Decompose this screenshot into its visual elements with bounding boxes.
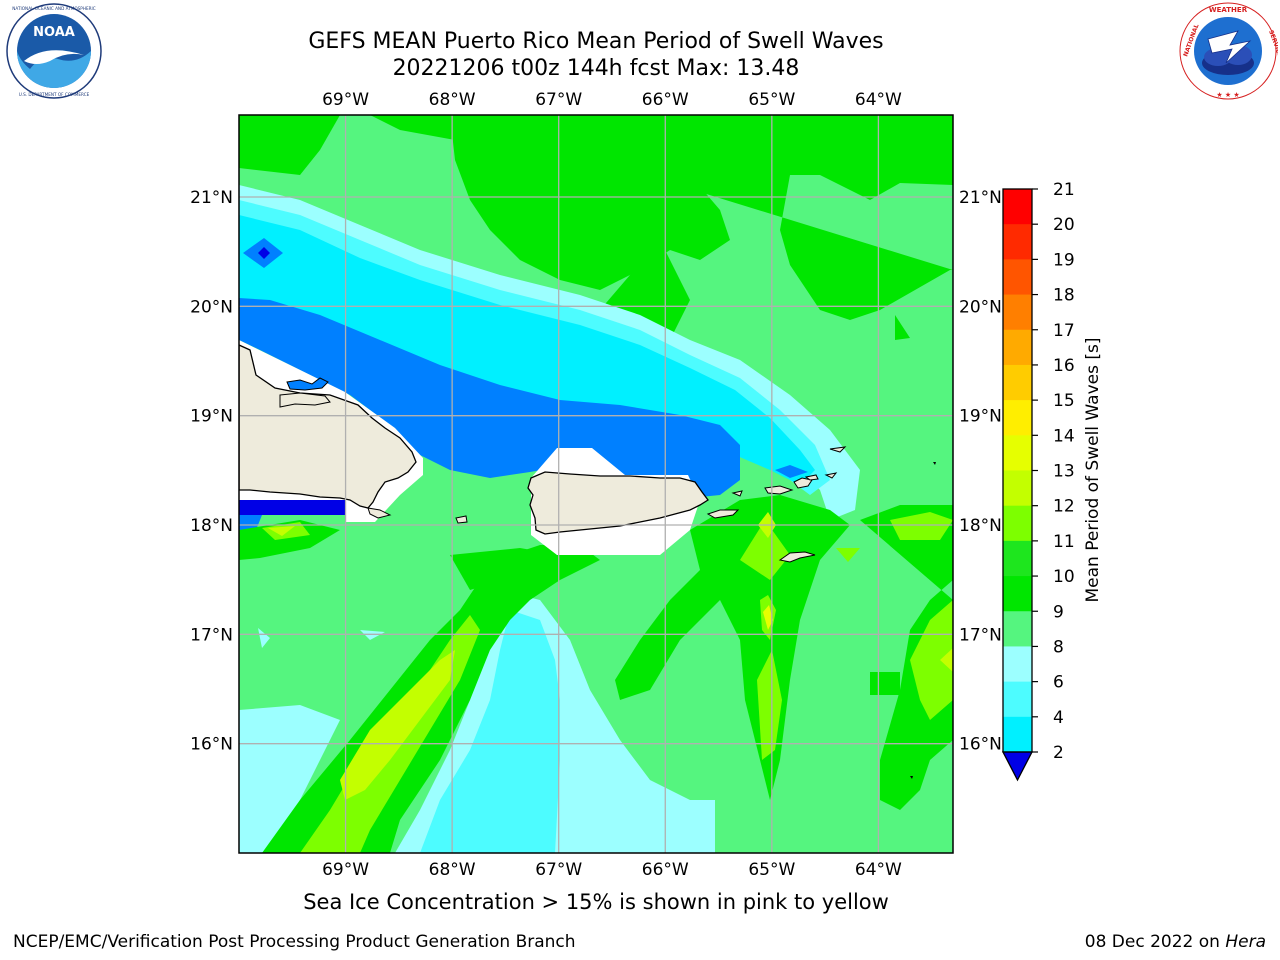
- svg-text:WEATHER: WEATHER: [1209, 6, 1248, 14]
- lat-tick-label-right: 18°N: [959, 516, 1002, 536]
- colorbar-tick-label: 18: [1053, 286, 1075, 306]
- colorbar-segment: [1003, 505, 1032, 542]
- colorbar-tick-label: 12: [1053, 497, 1075, 517]
- lat-labels-left: 21°N 20°N 19°N 18°N 17°N 16°N: [190, 188, 233, 755]
- map-gridlines: [239, 115, 953, 853]
- colorbar-segment: [1003, 294, 1032, 331]
- lat-labels-right: 21°N 20°N 19°N 18°N 17°N 16°N: [959, 188, 1002, 755]
- colorbar-segment: [1003, 259, 1032, 296]
- lon-tick-label-bottom: 64°W: [855, 860, 902, 880]
- lat-tick-label-left: 17°N: [190, 625, 233, 645]
- svg-text:NOAA: NOAA: [33, 25, 75, 40]
- colorbar-tick-label: 6: [1053, 673, 1064, 693]
- lat-tick-label-right: 20°N: [959, 297, 1002, 317]
- lon-tick-label-top: 64°W: [855, 90, 902, 110]
- colorbar-tick-label: 21: [1053, 180, 1075, 200]
- svg-text:★ ★ ★: ★ ★ ★: [1216, 91, 1239, 99]
- chart-subtitle: 20221206 t00z 144h fcst Max: 13.48: [392, 56, 800, 81]
- credit-date: 08 Dec 2022 on Hera: [1085, 932, 1266, 952]
- colorbar-tick-label: 15: [1053, 391, 1075, 411]
- lon-tick-label-bottom: 66°W: [642, 860, 689, 880]
- swell-period-field: [239, 115, 953, 853]
- lat-tick-label-left: 18°N: [190, 516, 233, 536]
- colorbar-segment: [1003, 611, 1032, 647]
- lon-tick-label-bottom: 65°W: [748, 860, 795, 880]
- colorbar: 21 20 19 18 17 16 15 14 13 12 11 10 9 8 6 4 2: [1001, 180, 1075, 782]
- colorbar-segment: [1003, 364, 1032, 401]
- lon-tick-label-bottom: 67°W: [535, 860, 582, 880]
- svg-text:NATIONAL OCEANIC AND ATMOSPHER: NATIONAL OCEANIC AND ATMOSPHERIC: [12, 6, 95, 11]
- colorbar-tick-label: 11: [1053, 532, 1075, 552]
- colorbar-tick-label: 13: [1053, 462, 1075, 482]
- lon-tick-label-top: 66°W: [642, 90, 689, 110]
- credit-host: Hera: [1225, 932, 1266, 952]
- colorbar-segment: [1003, 716, 1032, 753]
- colorbar-tick-label: 10: [1053, 567, 1075, 587]
- lat-tick-label-left: 19°N: [190, 407, 233, 427]
- colorbar-segment: [1003, 576, 1032, 612]
- lat-tick-label-left: 16°N: [190, 735, 233, 755]
- colorbar-segment: [1003, 646, 1032, 683]
- chart-title: GEFS MEAN Puerto Rico Mean Period of Swe…: [308, 29, 884, 54]
- lon-tick-label-top: 69°W: [322, 90, 369, 110]
- colorbar-tick-label: 9: [1053, 602, 1064, 622]
- colorbar-tick-label: 14: [1053, 426, 1075, 446]
- colorbar-tick-label: 8: [1053, 637, 1064, 657]
- lon-tick-label-top: 67°W: [535, 90, 582, 110]
- lat-tick-label-right: 16°N: [959, 735, 1002, 755]
- colorbar-tick-label: 4: [1053, 708, 1064, 728]
- lon-tick-label-bottom: 69°W: [322, 860, 369, 880]
- colorbar-segment: [1003, 329, 1032, 366]
- svg-text:U.S. DEPARTMENT OF COMMERCE: U.S. DEPARTMENT OF COMMERCE: [19, 92, 90, 97]
- colorbar-tick-label: 17: [1053, 321, 1075, 341]
- colorbar-label: Mean Period of Swell Waves [s]: [1083, 338, 1103, 603]
- sea-ice-note: Sea Ice Concentration > 15% is shown in …: [303, 890, 889, 914]
- colorbar-tick-label: 19: [1053, 250, 1075, 270]
- lat-tick-label-left: 21°N: [190, 188, 233, 208]
- colorbar-tick-label: 16: [1053, 356, 1075, 376]
- colorbar-segment: [1003, 540, 1032, 577]
- lat-tick-label-right: 21°N: [959, 188, 1002, 208]
- colorbar-extend-arrow: [1001, 751, 1034, 782]
- colorbar-segment: [1003, 681, 1032, 718]
- lon-tick-label-top: 68°W: [429, 90, 476, 110]
- nws-logo-icon: WEATHER NATIONAL SERVICE ★ ★ ★: [1179, 2, 1278, 100]
- credit-date-text: 08 Dec 2022 on: [1084, 932, 1226, 952]
- lon-labels-top: 69°W 68°W 67°W 66°W 65°W 64°W: [322, 90, 902, 110]
- colorbar-segment: [1003, 470, 1032, 507]
- credit-branch: NCEP/EMC/Verification Post Processing Pr…: [13, 932, 576, 952]
- noaa-logo-icon: NOAA NATIONAL OCEANIC AND ATMOSPHERIC U.…: [6, 3, 102, 99]
- lat-tick-label-right: 17°N: [959, 625, 1002, 645]
- colorbar-segment: [1003, 189, 1032, 225]
- colorbar-tick-label: 20: [1053, 215, 1075, 235]
- colorbar-tick-label: 2: [1053, 743, 1064, 763]
- lon-tick-label-bottom: 68°W: [429, 860, 476, 880]
- map-frame: [238, 114, 954, 854]
- lat-tick-label-right: 19°N: [959, 407, 1002, 427]
- lon-labels-bottom: 69°W 68°W 67°W 66°W 65°W 64°W: [322, 860, 902, 880]
- lat-tick-label-left: 20°N: [190, 297, 233, 317]
- lon-tick-label-top: 65°W: [748, 90, 795, 110]
- svg-text:SERVICE: SERVICE: [1267, 29, 1278, 58]
- colorbar-segment: [1003, 435, 1032, 471]
- colorbar-segment: [1003, 400, 1032, 436]
- colorbar-segment: [1003, 224, 1032, 260]
